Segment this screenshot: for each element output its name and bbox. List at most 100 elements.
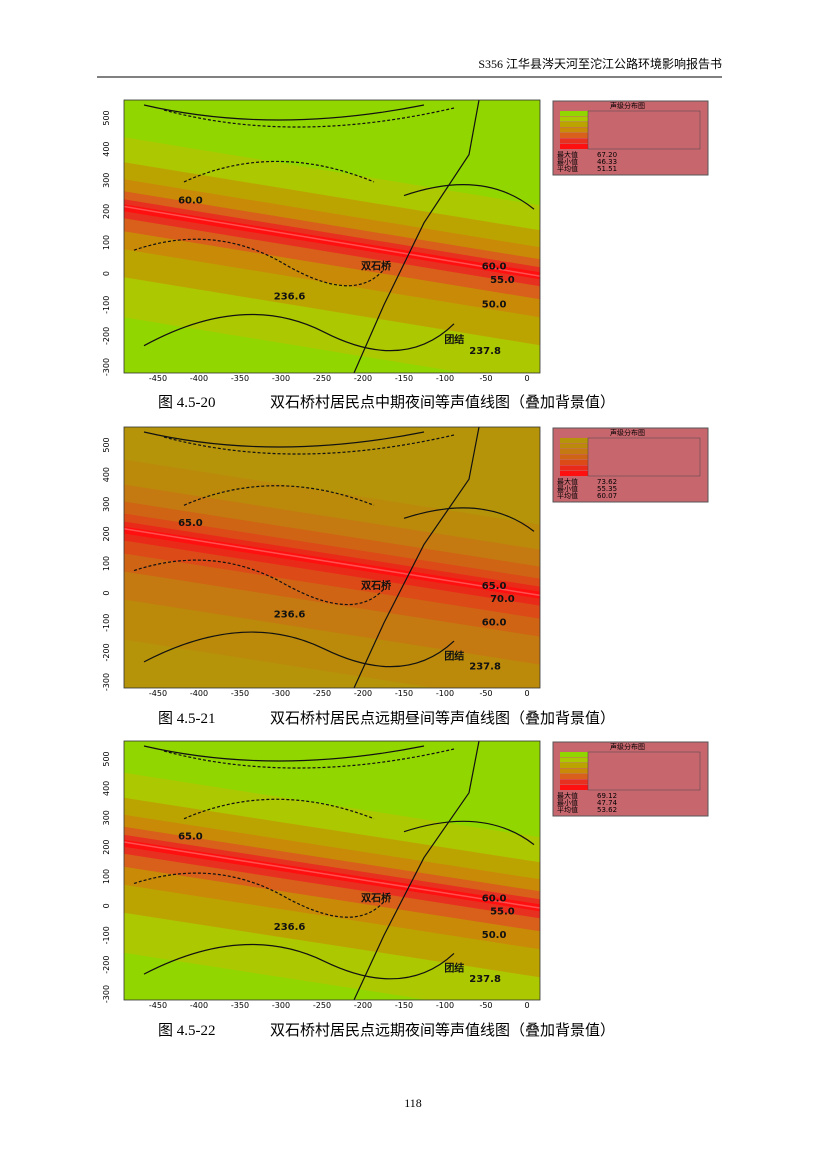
legend-swatch bbox=[560, 122, 588, 127]
legend-stat-label: 最大值 bbox=[557, 791, 578, 800]
legend-stat-value: 60.07 bbox=[597, 492, 617, 500]
legend-swatch bbox=[560, 116, 588, 122]
page-number: 118 bbox=[404, 1096, 422, 1110]
caption-text: 双石桥村居民点远期夜间等声值线图（叠加背景值） bbox=[270, 1021, 615, 1039]
contour bbox=[133, 559, 385, 606]
x-tick-label: -350 bbox=[231, 1001, 249, 1010]
contour bbox=[143, 431, 425, 448]
y-tick-label: 200 bbox=[102, 839, 111, 854]
y-tick-label: -100 bbox=[102, 614, 111, 632]
legend-swatch bbox=[560, 471, 588, 476]
map-label: 60.0 bbox=[482, 894, 507, 905]
map-label: 60.0 bbox=[482, 261, 507, 272]
legend-swatch bbox=[560, 443, 588, 449]
map-frame bbox=[123, 426, 541, 689]
x-tick-label: -100 bbox=[436, 374, 454, 383]
legend-stat-label: 最大值 bbox=[557, 150, 578, 159]
map-frame bbox=[123, 740, 541, 1001]
x-tick-label: -250 bbox=[313, 689, 331, 698]
contour bbox=[353, 100, 480, 373]
map-label: 50.0 bbox=[482, 930, 507, 941]
x-tick-label: -50 bbox=[479, 689, 492, 698]
map-label: 双石桥 bbox=[361, 579, 392, 592]
legend-swatch bbox=[560, 763, 588, 768]
y-tick-label: -200 bbox=[102, 327, 111, 345]
x-tick-label: -450 bbox=[149, 689, 167, 698]
x-tick-label: -100 bbox=[436, 1001, 454, 1010]
legend-stat-value: 73.62 bbox=[597, 478, 617, 486]
contour bbox=[133, 238, 385, 287]
legend-swatch bbox=[560, 757, 588, 763]
y-tick-label: 200 bbox=[102, 204, 111, 219]
legend-swatch bbox=[560, 785, 588, 790]
x-tick-label: -50 bbox=[479, 374, 492, 383]
map-label: 55.0 bbox=[490, 907, 515, 918]
legend-swatch bbox=[560, 768, 588, 774]
map: 双石桥 236.6 237.8 团结 60.0 55.0 50.0 60.0 -450 -400 -… bbox=[102, 99, 709, 411]
legend-stat-value: 47.74 bbox=[597, 799, 618, 807]
x-tick-label: -150 bbox=[395, 374, 413, 383]
header: S356 江华县涔天河至沱江公路环境影响报告书 bbox=[478, 56, 722, 71]
map-label: 双石桥 bbox=[361, 892, 392, 905]
map-label: 65.0 bbox=[178, 518, 203, 529]
x-tick-label: 0 bbox=[524, 689, 529, 698]
road bbox=[124, 205, 540, 277]
y-tick-label: 100 bbox=[102, 869, 111, 884]
map-label: 237.8 bbox=[469, 346, 501, 357]
contour bbox=[403, 507, 535, 532]
legend-stat-value: 55.35 bbox=[597, 485, 617, 493]
y-tick-label: -100 bbox=[102, 926, 111, 944]
x-tick-label: -200 bbox=[354, 1001, 372, 1010]
legend-table bbox=[587, 110, 701, 150]
contour bbox=[143, 631, 455, 668]
y-tick-label: -300 bbox=[102, 358, 111, 376]
contour bbox=[353, 427, 480, 688]
map-label: 60.0 bbox=[178, 196, 203, 207]
x-tick-label: -350 bbox=[231, 374, 249, 383]
caption-number: 图 4.5-21 bbox=[158, 710, 216, 727]
x-tick-label: -400 bbox=[190, 1001, 208, 1010]
map-label: 55.0 bbox=[490, 275, 515, 286]
contour bbox=[353, 741, 480, 1000]
map-label: 70.0 bbox=[490, 594, 515, 605]
contour bbox=[183, 160, 375, 183]
x-tick-label: -50 bbox=[479, 1001, 492, 1010]
map: 双石桥 236.6 237.8 团结 65.0 70.0 60.0 65.0 -450 -400 -… bbox=[102, 426, 709, 727]
legend-swatch bbox=[560, 438, 588, 443]
contour bbox=[133, 872, 385, 918]
x-tick-label: -450 bbox=[149, 374, 167, 383]
x-tick-label: 0 bbox=[524, 374, 529, 383]
legend-swatch bbox=[560, 779, 588, 785]
y-tick-label: 0 bbox=[102, 271, 111, 276]
legend-stat-value: 51.51 bbox=[597, 165, 617, 173]
map-label: 团结 bbox=[444, 333, 464, 346]
legend-swatch bbox=[560, 127, 588, 133]
legend-stat-label: 最小值 bbox=[557, 157, 578, 166]
x-tick-label: -300 bbox=[272, 374, 290, 383]
y-tick-label: -200 bbox=[102, 643, 111, 661]
y-tick-label: 100 bbox=[102, 235, 111, 250]
map-label: 236.6 bbox=[274, 922, 306, 933]
contour bbox=[143, 745, 425, 762]
legend-swatch bbox=[560, 133, 588, 138]
map-frame bbox=[123, 99, 541, 374]
contour bbox=[143, 313, 455, 352]
legend-stat-label: 平均值 bbox=[557, 164, 578, 173]
legend-stat-label: 最小值 bbox=[557, 484, 578, 493]
y-tick-label: 300 bbox=[102, 497, 111, 512]
legend-table bbox=[587, 437, 701, 477]
x-tick-label: -100 bbox=[436, 689, 454, 698]
legend-stat-label: 最大值 bbox=[557, 477, 578, 486]
legend-title: 声级分布图 bbox=[610, 742, 645, 751]
x-tick-label: -150 bbox=[395, 1001, 413, 1010]
legend-stat-value: 67.20 bbox=[597, 151, 617, 159]
map-label: 237.8 bbox=[469, 974, 501, 985]
x-tick-label: -250 bbox=[313, 1001, 331, 1010]
x-tick-label: -450 bbox=[149, 1001, 167, 1010]
legend-swatch bbox=[560, 138, 588, 144]
y-tick-label: -300 bbox=[102, 985, 111, 1003]
legend-swatch bbox=[560, 449, 588, 454]
x-tick-label: 0 bbox=[524, 1001, 529, 1010]
